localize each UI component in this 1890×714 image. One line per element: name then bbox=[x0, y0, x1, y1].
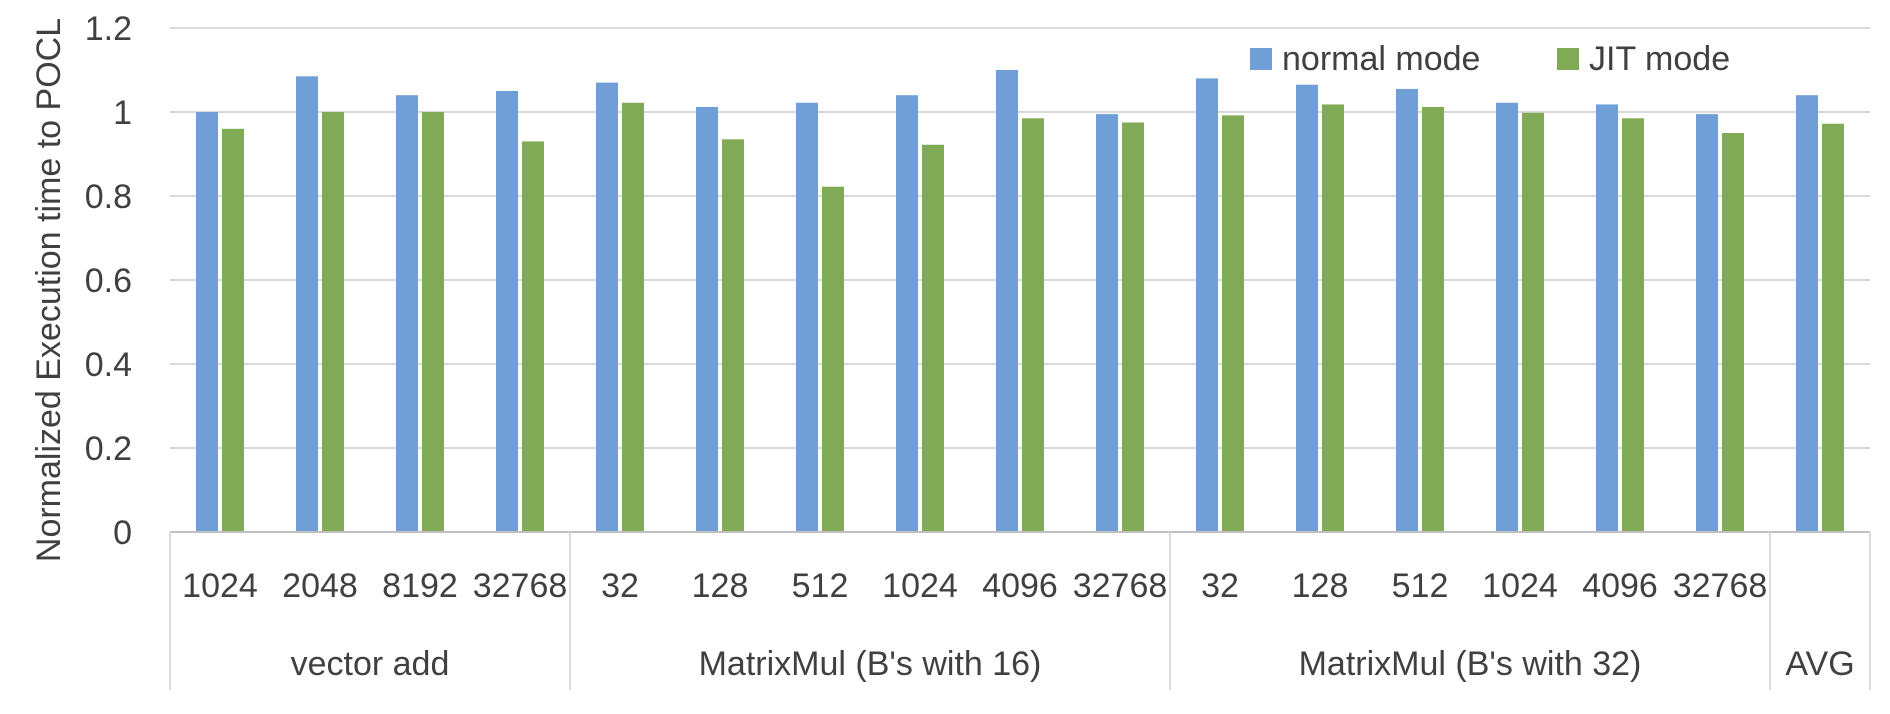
x-tick-label: 4096 bbox=[982, 567, 1058, 605]
normal-mode-bar bbox=[1796, 95, 1818, 532]
jit-mode-bar bbox=[722, 139, 744, 533]
normal-mode-bar bbox=[1396, 88, 1418, 533]
normal-mode-bar bbox=[696, 106, 718, 533]
y-axis-title: Normalized Execution time to POCL bbox=[30, 18, 68, 562]
x-axis: 1024 2048 8192 32768 32 128 512 1024 4096 32768 32… bbox=[169, 531, 1871, 690]
x-tick-label: 32768 bbox=[1073, 567, 1168, 605]
x-tick-label: 32768 bbox=[473, 567, 568, 605]
jit-mode-bar bbox=[422, 112, 444, 532]
jit-mode-bar bbox=[222, 128, 244, 533]
x-tick-label: 1024 bbox=[882, 567, 958, 605]
y-tick-label: 1 bbox=[113, 94, 132, 132]
group-label: MatrixMul (B's with 16) bbox=[699, 645, 1042, 683]
normal-mode-bar bbox=[1496, 102, 1518, 532]
x-tick-label: 1024 bbox=[1482, 567, 1558, 605]
normal-mode-bar bbox=[796, 102, 818, 532]
y-tick-labels: 0 0.2 0.4 0.6 0.8 1 1.2 bbox=[85, 10, 132, 552]
x-tick-label: 4096 bbox=[1582, 567, 1658, 605]
jit-mode-bar bbox=[1122, 122, 1144, 532]
x-tick-label: 128 bbox=[692, 567, 749, 605]
jit-mode-bar bbox=[822, 186, 844, 532]
group-label: vector add bbox=[291, 645, 450, 683]
legend-label: JIT mode bbox=[1589, 40, 1730, 78]
normal-mode-bar bbox=[1296, 84, 1318, 532]
legend-swatch-normal bbox=[1250, 48, 1272, 70]
jit-mode-bar bbox=[1422, 106, 1444, 533]
x-tick-label: 32768 bbox=[1673, 567, 1768, 605]
y-tick-label: 0 bbox=[113, 514, 132, 552]
legend: normal mode JIT mode bbox=[1250, 40, 1730, 78]
normal-mode-bar bbox=[1596, 104, 1618, 532]
jit-mode-bar bbox=[1622, 118, 1644, 533]
x-tick-label: 1024 bbox=[182, 567, 258, 605]
y-tick-label: 0.4 bbox=[85, 346, 132, 384]
normal-mode-bar bbox=[196, 112, 218, 532]
legend-label: normal mode bbox=[1282, 40, 1480, 78]
legend-swatch-jit bbox=[1557, 48, 1579, 70]
jit-mode-bar bbox=[1222, 115, 1244, 533]
x-tick-label: 512 bbox=[1392, 567, 1449, 605]
normal-mode-bar bbox=[596, 82, 618, 532]
jit-mode-bar bbox=[1022, 118, 1044, 533]
bars bbox=[196, 70, 1844, 533]
jit-mode-bar bbox=[1522, 112, 1544, 532]
x-tick-label: 128 bbox=[1292, 567, 1349, 605]
normal-mode-bar bbox=[1696, 114, 1718, 532]
normal-mode-bar bbox=[1196, 78, 1218, 533]
jit-mode-bar bbox=[1322, 104, 1344, 532]
jit-mode-bar bbox=[322, 112, 344, 532]
normal-mode-bar bbox=[496, 91, 518, 532]
x-tick-label: 8192 bbox=[382, 567, 458, 605]
normal-mode-bar bbox=[396, 95, 418, 532]
jit-mode-bar bbox=[1822, 123, 1844, 532]
normal-mode-bar bbox=[296, 76, 318, 533]
jit-mode-bar bbox=[1722, 133, 1744, 532]
x-tick-label: 2048 bbox=[282, 567, 358, 605]
y-tick-label: 0.8 bbox=[85, 178, 132, 216]
y-tick-label: 0.6 bbox=[85, 262, 132, 300]
y-tick-label: 1.2 bbox=[85, 10, 132, 48]
normal-mode-bar bbox=[1096, 114, 1118, 532]
jit-mode-bar bbox=[922, 144, 944, 532]
x-tick-label: 32 bbox=[1201, 567, 1239, 605]
y-tick-label: 0.2 bbox=[85, 430, 132, 468]
normal-mode-bar bbox=[896, 95, 918, 532]
group-label: MatrixMul (B's with 32) bbox=[1299, 645, 1642, 683]
x-tick-label: 32 bbox=[601, 567, 639, 605]
x-tick-label: 512 bbox=[792, 567, 849, 605]
gridlines bbox=[170, 27, 1870, 533]
group-label: AVG bbox=[1785, 645, 1854, 683]
jit-mode-bar bbox=[622, 102, 644, 532]
jit-mode-bar bbox=[522, 141, 544, 532]
normal-mode-bar bbox=[996, 70, 1018, 532]
